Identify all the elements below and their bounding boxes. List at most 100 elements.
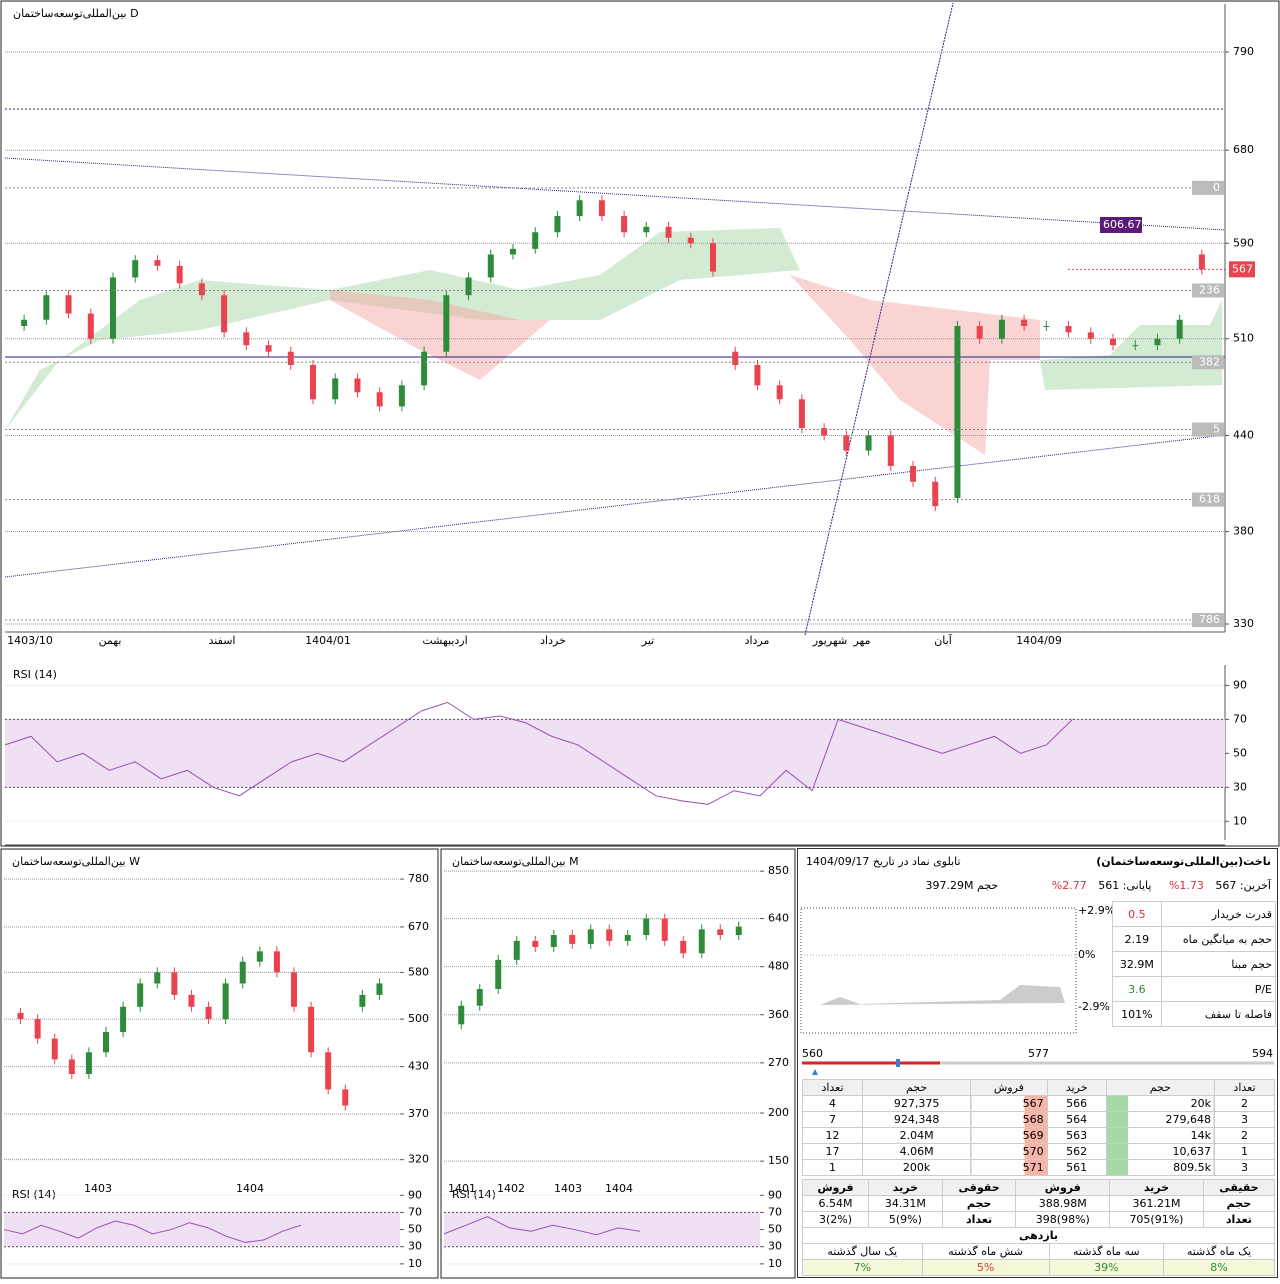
intraday: +2.9% 0% -2.9% [800, 905, 1112, 1034]
order-row: 7 924,348 568 564 279,648 3 [802, 1111, 1276, 1128]
candle [910, 465, 916, 482]
order-cell: 562 [1046, 1143, 1107, 1160]
order-cell: 12 [802, 1127, 863, 1144]
candle [1065, 326, 1072, 333]
candle [256, 951, 263, 962]
order-cell: 2 [1213, 1095, 1276, 1112]
candle [865, 435, 872, 451]
stat-row: 0.5 قدرت خریدار [1112, 901, 1277, 927]
candle [1110, 338, 1116, 346]
candle [1132, 345, 1139, 347]
fib-label: 5 [1213, 423, 1220, 436]
range-marker [896, 1059, 900, 1067]
y-tick-label: 30 [1233, 780, 1247, 793]
y-tick-label: 670 [408, 920, 429, 933]
tick: +2.9% [1078, 905, 1112, 917]
y-tick-label: 50 [1233, 746, 1247, 759]
order-cell: 1 [1213, 1143, 1276, 1160]
traders-cell: فروش [801, 1179, 870, 1196]
returns-header: شش ماه گذشته [921, 1243, 1050, 1260]
order-header-cell: تعداد [802, 1079, 863, 1096]
candle [735, 926, 742, 936]
y-tick-label: 90 [768, 1188, 782, 1201]
y-tick-label: 70 [768, 1205, 782, 1218]
order-header-cell: حجم [861, 1079, 972, 1096]
candle [65, 295, 72, 314]
candle [932, 481, 939, 507]
candle [154, 972, 161, 984]
value: 567 [1215, 879, 1237, 892]
candle [87, 313, 94, 339]
order-row: 12 2.04M 569 563 14k 2 [802, 1127, 1276, 1144]
candle [243, 332, 250, 346]
change: 2.77% [1051, 879, 1087, 892]
order-cell: 4 [802, 1095, 863, 1112]
chart-title: RSI (14) [12, 1188, 56, 1201]
intraday-area [820, 985, 1065, 1005]
candle [643, 918, 650, 936]
traders: فروش خرید حقوقی فروش خرید حقیقی 6.54M 34.31M حجم… [801, 1179, 1276, 1228]
y-tick-label: 510 [1233, 332, 1254, 345]
range-bar [802, 1059, 1274, 1075]
traders-cell: تعداد [941, 1211, 1017, 1228]
y-tick-label: 10 [1233, 814, 1247, 827]
candle [510, 248, 516, 255]
fib-label: 618 [1199, 493, 1220, 506]
candle [443, 295, 450, 352]
rsi-band [4, 1212, 400, 1247]
order-cell: 570 [970, 1143, 1048, 1160]
x-tick-label: 1404 [236, 1182, 264, 1195]
order-row: 17 4.06M 570 562 10,637 1 [802, 1143, 1276, 1160]
x-tick-label: اردیبهشت [422, 634, 467, 647]
x-tick-label: آبان [934, 633, 952, 647]
fib-box [1192, 180, 1224, 195]
candle [661, 918, 668, 941]
last-price: آخرین: 567 1.73% پایانی: 561 2.77% حجم 3… [926, 879, 1271, 892]
x-tick-label: تیر [641, 634, 654, 647]
order-cell: 20k [1105, 1095, 1215, 1112]
y-tick-label: 50 [408, 1223, 422, 1236]
order-cell: 571 [970, 1159, 1048, 1176]
y-tick-label: 360 [768, 1008, 789, 1021]
candle [1087, 332, 1094, 339]
order-row: 1 200k 571 561 809.5k 3 [802, 1159, 1276, 1176]
traders-cell: حقوقی [941, 1179, 1017, 1196]
candle [103, 1031, 109, 1053]
candle [68, 1059, 75, 1075]
y-tick-label: 320 [408, 1153, 429, 1166]
order-header-cell: حجم [1105, 1079, 1215, 1096]
stat-row: 2.19 حجم به میانگین ماه [1112, 926, 1277, 952]
candle [954, 326, 961, 498]
traders-cell: حقیقی [1202, 1179, 1276, 1196]
stat-row: 101% فاصله تا سقف [1112, 1001, 1277, 1027]
stat-value: 3.6 [1112, 976, 1162, 1002]
candle [222, 983, 229, 1020]
chart-title: RSI (14) [452, 1188, 496, 1201]
x-tick-label: 1403/10 [7, 634, 53, 647]
symbol-board: ناخت(بین‌المللی‌توسعه‌ساختمان) تابلوی نم… [797, 848, 1278, 1278]
candle [754, 364, 761, 386]
candle [354, 378, 361, 393]
trendline [4, 434, 1226, 578]
candle [308, 1006, 315, 1053]
y-tick-label: 790 [1233, 45, 1254, 58]
traders-cell: خرید [868, 1179, 943, 1196]
candle [287, 351, 294, 365]
rsi-band [444, 1212, 760, 1247]
y-tick-label: 380 [1233, 525, 1254, 538]
traders-cell: 3(2%) [801, 1211, 870, 1228]
candle [732, 351, 739, 365]
candle [476, 988, 483, 1006]
stat-value: 0.5 [1112, 901, 1162, 927]
stat-label: قدرت خریدار [1160, 901, 1277, 927]
candle [532, 232, 539, 249]
candle [291, 972, 297, 1007]
trendline [4, 157, 1226, 231]
candle [265, 345, 272, 352]
candle [1021, 319, 1028, 327]
traders-cell: 5(9%) [868, 1211, 943, 1228]
returns-title-row: بازدهی [802, 1227, 1275, 1244]
candle [998, 319, 1005, 339]
y-tick-label: 90 [408, 1188, 422, 1201]
y-tick-label: 500 [408, 1012, 429, 1025]
